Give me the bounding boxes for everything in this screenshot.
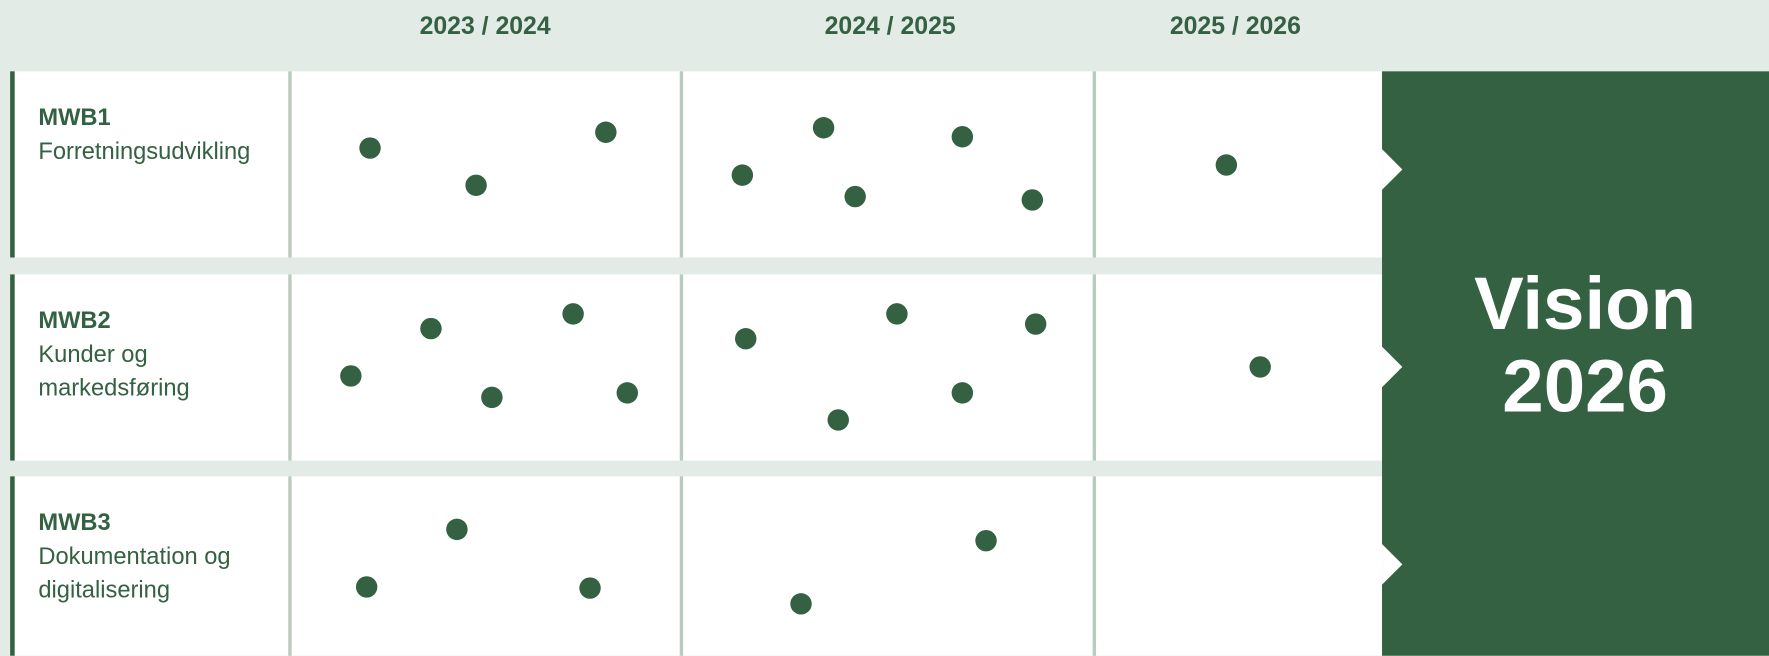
dot [886, 303, 908, 325]
dot [1249, 356, 1271, 378]
dot [951, 126, 974, 148]
divider [288, 476, 292, 656]
dot [562, 303, 584, 325]
notch [1382, 149, 1403, 190]
row-cell [14, 274, 1383, 461]
divider [1092, 71, 1097, 258]
row-code: MWB1 [38, 105, 110, 131]
notch [1382, 346, 1403, 388]
dot [446, 518, 468, 541]
row-cell [14, 71, 1383, 258]
dot [616, 382, 638, 404]
dot [359, 137, 381, 159]
dot [465, 174, 487, 197]
dot [844, 185, 866, 208]
dot [827, 409, 849, 431]
column-header: 2023 / 2024 [420, 13, 551, 40]
divider [679, 476, 684, 656]
dot [731, 164, 754, 186]
dot [420, 317, 442, 340]
dot [579, 577, 601, 599]
dot [951, 382, 974, 404]
dots [340, 117, 1271, 615]
row-code: MWB3 [38, 510, 110, 536]
column-header: 2024 / 2025 [825, 13, 956, 40]
row-label: Dokumentation og [38, 544, 230, 570]
row-accent [10, 476, 15, 656]
row-code: MWB2 [38, 308, 110, 334]
divider [1092, 274, 1097, 461]
dot [355, 576, 378, 598]
dot [481, 386, 503, 409]
column-header: 2025 / 2026 [1170, 13, 1301, 40]
dot [595, 121, 617, 143]
divider [1092, 476, 1097, 656]
divider [679, 71, 684, 258]
dot [1024, 313, 1047, 335]
divider [288, 274, 292, 461]
dot [1021, 189, 1044, 211]
vision-panel [1382, 71, 1769, 656]
row-label: Kunder og [38, 342, 147, 368]
dot [812, 117, 835, 139]
row-label: markedsføring [38, 376, 189, 402]
dot [735, 328, 757, 350]
vision-line: Vision [1474, 262, 1696, 345]
vision-line: 2026 [1502, 344, 1668, 427]
row-label: digitalisering [38, 578, 170, 604]
divider [288, 71, 292, 258]
notch [1382, 544, 1403, 585]
row-accent [10, 274, 15, 461]
row-label: Forretningsudvikling [38, 139, 250, 165]
divider [679, 274, 684, 461]
row-accent [10, 71, 15, 258]
dot [790, 593, 812, 615]
row-cell [14, 476, 1383, 656]
dot [975, 529, 997, 552]
rows: MWB1 Forretningsudvikling MWB2 Kunder og mar… [10, 71, 1383, 656]
dot [340, 365, 362, 387]
dot [1215, 154, 1238, 176]
